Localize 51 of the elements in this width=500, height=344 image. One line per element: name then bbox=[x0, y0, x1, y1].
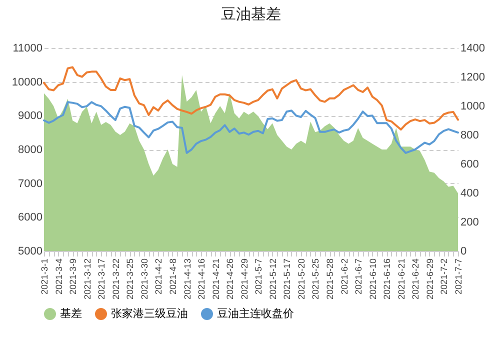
y2-tick-label: 400 bbox=[460, 188, 479, 200]
y2-tick-label: 1200 bbox=[460, 72, 485, 84]
x-tick-label: 2021-5-17 bbox=[282, 258, 292, 300]
y-tick-label: 7000 bbox=[18, 178, 42, 190]
x-tick-label: 2021-4-21 bbox=[210, 258, 221, 300]
y2-tick-label: 0 bbox=[460, 246, 467, 258]
y2-tick-label: 200 bbox=[460, 216, 479, 228]
x-tick-label: 2021-6-24 bbox=[410, 258, 421, 300]
x-tick-label: 2021-3-22 bbox=[110, 258, 121, 300]
legend-label: 基差 bbox=[60, 307, 82, 320]
x-tick-label: 2021-4-26 bbox=[225, 258, 236, 300]
x-tick-label: 2021-4-8 bbox=[168, 258, 178, 295]
y-tick-label: 9000 bbox=[18, 110, 42, 122]
x-tick-label: 2021-3-30 bbox=[139, 258, 150, 300]
x-tick-label: 2021-3-17 bbox=[96, 258, 107, 300]
x-tick-label: 2021-4-2 bbox=[154, 258, 164, 295]
x-tick-label: 2021-3-1 bbox=[40, 258, 50, 295]
x-tick-label: 2021-6-7 bbox=[354, 258, 364, 295]
y2-tick-label: 600 bbox=[460, 158, 479, 170]
x-tick-label: 2021-7-7 bbox=[454, 258, 464, 295]
legend-label: 张家港三级豆油 bbox=[111, 307, 188, 320]
y2-tick-label: 1400 bbox=[460, 42, 485, 54]
x-tick-label: 2021-4-16 bbox=[196, 258, 207, 300]
y-tick-label: 11000 bbox=[12, 42, 42, 54]
x-tick-label: 2021-7-2 bbox=[439, 258, 450, 295]
y2-tick-label: 800 bbox=[460, 130, 479, 142]
x-tick-label: 2021-5-20 bbox=[296, 258, 306, 300]
y-tick-label: 10000 bbox=[12, 76, 42, 88]
legend-label: 豆油主连收盘价 bbox=[217, 307, 294, 320]
line-series bbox=[43, 66, 459, 131]
x-tick-label: 2021-5-25 bbox=[310, 258, 321, 300]
y-tick-label: 8000 bbox=[18, 144, 42, 156]
x-tick-label: 2021-3-25 bbox=[125, 258, 136, 300]
x-tick-label: 2021-4-29 bbox=[239, 258, 250, 300]
x-tick-label: 2021-6-21 bbox=[396, 258, 406, 300]
x-tick-label: 2021-6-10 bbox=[368, 258, 378, 300]
y-tick-label: 6000 bbox=[18, 212, 42, 224]
x-tick-label: 2021-6-29 bbox=[424, 258, 435, 300]
x-tick-label: 2021-6-16 bbox=[382, 258, 392, 300]
x-tick-label: 2021-5-7 bbox=[254, 258, 264, 295]
x-tick-label: 2021-5-28 bbox=[325, 258, 336, 300]
line-series bbox=[43, 101, 459, 154]
x-tick-label: 2021-3-4 bbox=[54, 258, 64, 295]
x-tick-label: 2021-4-13 bbox=[182, 258, 192, 300]
y-tick-label: 5000 bbox=[18, 246, 42, 258]
x-tick-label: 2021-6-2 bbox=[339, 258, 350, 295]
x-tick-label: 2021-3-9 bbox=[68, 258, 78, 295]
x-tick-label: 2021-3-12 bbox=[82, 258, 92, 300]
y2-tick-label: 1000 bbox=[460, 100, 485, 112]
x-tick-label: 2021-5-12 bbox=[268, 258, 278, 300]
chart-title: 豆油基差 bbox=[221, 6, 281, 23]
